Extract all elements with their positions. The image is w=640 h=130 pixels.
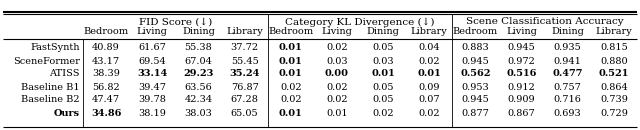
Text: SceneFormer: SceneFormer [13,57,80,66]
Text: 40.89: 40.89 [92,44,120,53]
Text: 0.945: 0.945 [461,96,490,105]
Text: Living: Living [506,27,537,35]
Text: 0.864: 0.864 [600,83,628,92]
Text: 38.19: 38.19 [138,109,166,118]
Text: Dining: Dining [551,27,584,35]
Text: 0.05: 0.05 [372,96,394,105]
Text: 37.72: 37.72 [230,44,259,53]
Text: 56.82: 56.82 [92,83,120,92]
Text: 0.883: 0.883 [461,44,490,53]
Text: 43.17: 43.17 [92,57,120,66]
Text: 65.05: 65.05 [231,109,259,118]
Text: 0.01: 0.01 [279,44,303,53]
Text: 0.909: 0.909 [508,96,536,105]
Text: 0.05: 0.05 [372,44,394,53]
Text: Bedroom: Bedroom [453,27,498,35]
Text: 0.02: 0.02 [280,83,301,92]
Text: Living: Living [321,27,353,35]
Text: 0.02: 0.02 [372,109,394,118]
Text: 39.47: 39.47 [138,83,166,92]
Text: 0.477: 0.477 [552,70,583,79]
Text: 0.02: 0.02 [419,109,440,118]
Text: 0.00: 0.00 [325,70,349,79]
Text: 0.716: 0.716 [554,96,582,105]
Text: Library: Library [596,27,632,35]
Text: 0.01: 0.01 [279,109,303,118]
Text: Baseline B1: Baseline B1 [21,83,80,92]
Text: 0.03: 0.03 [326,57,348,66]
Text: 0.562: 0.562 [460,70,491,79]
Text: 61.67: 61.67 [138,44,166,53]
Text: Library: Library [411,27,447,35]
Text: 0.02: 0.02 [419,57,440,66]
Text: 0.972: 0.972 [508,57,536,66]
Text: 0.912: 0.912 [508,83,536,92]
Text: 0.941: 0.941 [554,57,582,66]
Text: 39.78: 39.78 [138,96,166,105]
Text: 38.03: 38.03 [184,109,212,118]
Text: 33.14: 33.14 [137,70,168,79]
Text: 0.945: 0.945 [508,44,536,53]
Text: 29.23: 29.23 [183,70,214,79]
Text: Library: Library [226,27,263,35]
Text: 0.03: 0.03 [372,57,394,66]
Text: 0.953: 0.953 [461,83,490,92]
Text: 35.24: 35.24 [229,70,260,79]
Text: 0.05: 0.05 [372,83,394,92]
Text: 0.516: 0.516 [506,70,537,79]
Text: 0.04: 0.04 [419,44,440,53]
Text: Dining: Dining [367,27,399,35]
Text: 0.01: 0.01 [417,70,441,79]
Text: 0.880: 0.880 [600,57,628,66]
Text: 0.739: 0.739 [600,96,628,105]
Text: Bedroom: Bedroom [268,27,314,35]
Text: 0.815: 0.815 [600,44,628,53]
Text: 34.86: 34.86 [91,109,121,118]
Text: 0.02: 0.02 [280,96,301,105]
Text: 0.867: 0.867 [508,109,536,118]
Text: Bedroom: Bedroom [84,27,129,35]
Text: 0.935: 0.935 [554,44,582,53]
Text: 0.757: 0.757 [554,83,582,92]
Text: 67.28: 67.28 [230,96,259,105]
Text: Scene Classification Accuracy: Scene Classification Accuracy [466,18,623,27]
Text: 0.02: 0.02 [326,96,348,105]
Text: 67.04: 67.04 [184,57,212,66]
Text: Dining: Dining [182,27,215,35]
Text: Baseline B2: Baseline B2 [21,96,80,105]
Text: 0.02: 0.02 [326,44,348,53]
Text: Category KL Divergence (↓): Category KL Divergence (↓) [285,17,435,27]
Text: Living: Living [137,27,168,35]
Text: 38.39: 38.39 [92,70,120,79]
Text: 0.01: 0.01 [279,57,303,66]
Text: 0.02: 0.02 [326,83,348,92]
Text: Ours: Ours [54,109,80,118]
Text: 0.07: 0.07 [419,96,440,105]
Text: 47.47: 47.47 [92,96,120,105]
Text: 76.87: 76.87 [230,83,259,92]
Text: 0.521: 0.521 [599,70,629,79]
Text: 0.01: 0.01 [371,70,395,79]
Text: 0.01: 0.01 [326,109,348,118]
Text: 0.01: 0.01 [279,70,303,79]
Text: 0.09: 0.09 [419,83,440,92]
Text: 0.877: 0.877 [461,109,490,118]
Text: FID Score (↓): FID Score (↓) [139,18,212,27]
Text: 0.729: 0.729 [600,109,628,118]
Text: 63.56: 63.56 [184,83,212,92]
Text: FastSynth: FastSynth [31,44,80,53]
Text: 69.54: 69.54 [138,57,166,66]
Text: 55.45: 55.45 [230,57,259,66]
Text: 0.945: 0.945 [461,57,490,66]
Text: 42.34: 42.34 [184,96,212,105]
Text: 0.693: 0.693 [554,109,582,118]
Text: ATISS: ATISS [49,70,80,79]
Text: 55.38: 55.38 [184,44,212,53]
